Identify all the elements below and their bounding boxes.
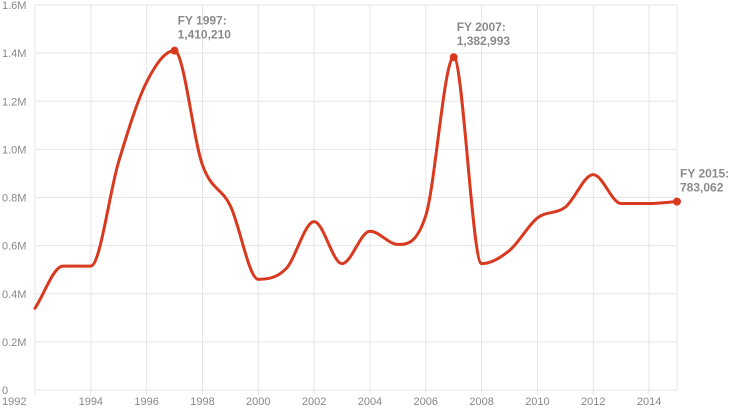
annotation-label-line1: FY 2007: xyxy=(457,20,506,34)
annotation-label-line2: 1,410,210 xyxy=(178,28,232,42)
x-tick-label: 2002 xyxy=(302,396,326,408)
x-tick-label: 1998 xyxy=(190,396,214,408)
grid xyxy=(34,4,678,395)
x-tick-label: 1994 xyxy=(79,396,103,408)
y-tick-label: 1.6M xyxy=(2,0,26,12)
annotation-label-line2: 1,382,993 xyxy=(457,34,511,48)
y-tick-label: 0.8M xyxy=(2,193,26,205)
y-tick-label: 1.4M xyxy=(2,48,26,60)
x-tick-label: 2012 xyxy=(581,396,605,408)
x-axis-ticks: 1992 1994 1996 1998 2000 2002 2004 2006 2008 2010… xyxy=(2,396,661,408)
y-tick-label: 0.6M xyxy=(2,241,26,253)
x-tick-label: 2014 xyxy=(637,396,661,408)
y-tick-label: 0 xyxy=(2,385,8,397)
series-layer xyxy=(33,49,679,310)
annotation-label-line1: FY 2015: xyxy=(680,167,729,181)
annotation-point xyxy=(673,197,681,206)
x-tick-label: 2000 xyxy=(246,396,270,408)
annotations: FY 1997:1,410,210 FY 2007:1,382,993 FY 201… xyxy=(170,14,729,206)
x-tick-label: 1992 xyxy=(2,396,26,408)
y-axis-ticks: 0 0.2M 0.4M 0.6M 0.8M 1.0M 1.2M 1.4M 1.6M xyxy=(2,0,26,397)
x-tick-label: 2004 xyxy=(358,396,382,408)
annotation-label-line1: FY 1997: xyxy=(178,14,227,28)
y-tick-label: 0.4M xyxy=(2,289,26,301)
y-tick-label: 1.0M xyxy=(2,144,26,156)
series-line xyxy=(33,49,679,310)
annotation-label-line2: 783,062 xyxy=(680,181,724,195)
x-tick-label: 2010 xyxy=(525,396,549,408)
x-tick-label: 1996 xyxy=(134,396,158,408)
x-tick-label: 2008 xyxy=(469,396,493,408)
annotation-point xyxy=(449,53,458,62)
y-tick-label: 1.2M xyxy=(2,96,26,108)
annotation-point xyxy=(170,46,179,55)
y-tick-label: 0.2M xyxy=(2,337,26,349)
x-tick-label: 2006 xyxy=(414,396,438,408)
